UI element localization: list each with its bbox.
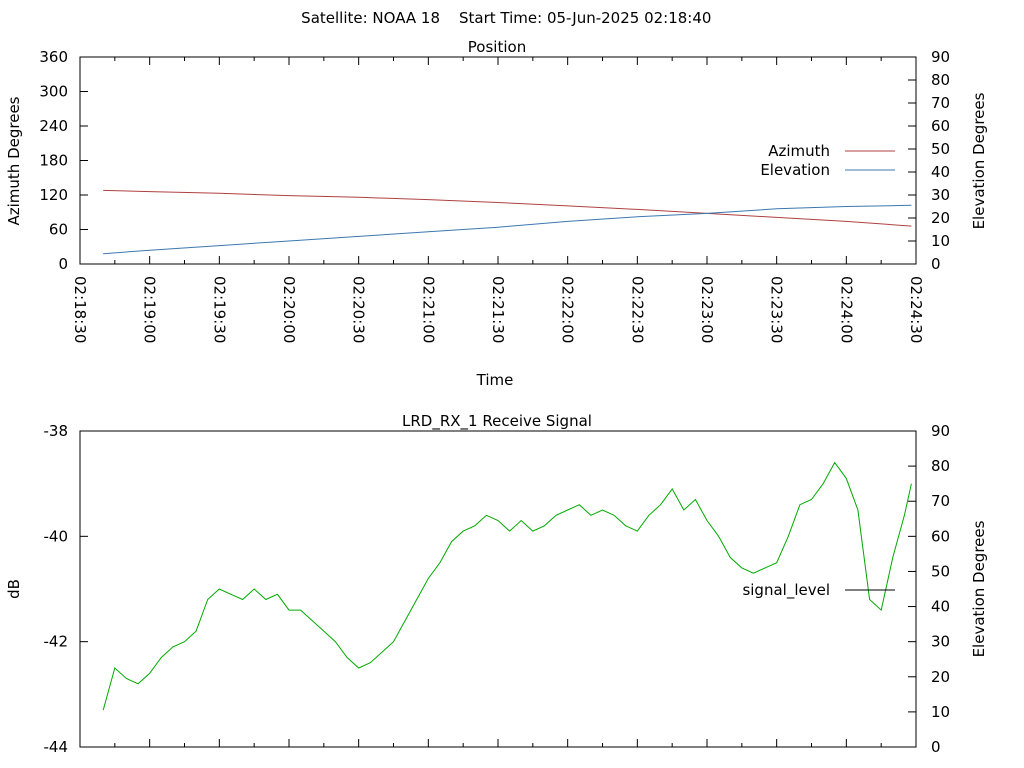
signal-legend: signal_level	[742, 581, 895, 600]
signal-y2-tick-label: 70	[931, 492, 950, 510]
position-x-tick-label: 02:22:30	[628, 276, 646, 343]
position-y-axis-label: Azimuth Degrees	[5, 96, 23, 225]
position-y2-tick-label: 60	[931, 117, 950, 135]
position-y2-tick-label: 40	[931, 163, 950, 181]
signal-chart: LRD_RX_1 Receive Signal -44 -42 -40 -38 0 10 2…	[5, 412, 988, 756]
signal-y2-axis-label: Elevation Degrees	[970, 520, 988, 657]
position-x-tick-label: 02:24:00	[837, 276, 855, 343]
position-y-tick-label: 180	[39, 152, 68, 170]
position-y-tick-label: 0	[58, 255, 68, 273]
signal-y2-tick-label: 80	[931, 457, 950, 475]
position-x-tick-label: 02:18:30	[71, 276, 89, 343]
position-legend: Azimuth Elevation	[760, 142, 895, 179]
signal-y2-tick-label: 50	[931, 562, 950, 580]
satellite-label: Satellite: NOAA 18	[301, 9, 440, 27]
position-x-tick-label: 02:19:30	[210, 276, 228, 343]
signal-y2-tick-label: 60	[931, 527, 950, 545]
signal-axes: -44 -42 -40 -38 0 10 20 30 40 50 60 70 80 90	[44, 422, 951, 756]
position-x-tick-label: 02:23:30	[768, 276, 786, 343]
signal-y2-tick-label: 40	[931, 598, 950, 616]
signal-y2-tick-label: 90	[931, 422, 950, 440]
signal-y-tick-label: -38	[44, 422, 69, 440]
position-series-azimuth-line	[103, 189, 912, 227]
position-y2-tick-label: 70	[931, 94, 950, 112]
position-x-tick-label: 02:24:30	[907, 276, 925, 343]
position-x-tick-label: 02:22:00	[559, 276, 577, 343]
signal-y2-tick-label: 30	[931, 633, 950, 651]
position-y-tick-label: 60	[49, 221, 68, 239]
legend-azimuth-label: Azimuth	[768, 142, 830, 160]
position-x-tick-label: 02:20:30	[350, 276, 368, 343]
signal-y2-tick-label: 20	[931, 668, 950, 686]
position-x-tick-label: 02:21:00	[419, 276, 437, 343]
position-y-tick-label: 120	[39, 186, 68, 204]
start-time-label: Start Time: 05-Jun-2025 02:18:40	[459, 9, 711, 27]
signal-series-signal-level-line	[102, 461, 912, 711]
position-y2-tick-label: 0	[931, 255, 941, 273]
position-chart-title: Position	[468, 38, 526, 56]
position-x-tick-label: 02:21:30	[489, 276, 507, 343]
legend-elevation-label: Elevation	[760, 161, 830, 179]
position-x-axis-label: Time	[476, 371, 514, 389]
position-y2-tick-label: 30	[931, 186, 950, 204]
position-y2-tick-label: 10	[931, 232, 950, 250]
position-y-tick-label: 360	[39, 48, 68, 66]
position-y2-tick-label: 20	[931, 209, 950, 227]
position-axes: 02:18:30 02:19:00 02:19:30 02:20:00 02:20:30…	[39, 48, 950, 343]
signal-y2-tick-label: 0	[931, 738, 941, 756]
position-x-tick-label: 02:20:00	[280, 276, 298, 343]
position-chart: Position 02:18:30 02:19:00 02:19:30 02:20:0…	[5, 38, 988, 389]
signal-chart-title: LRD_RX_1 Receive Signal	[402, 412, 592, 431]
position-series-elevation-line	[103, 204, 912, 255]
signal-y-tick-label: -40	[44, 527, 69, 545]
signal-series	[102, 461, 912, 711]
signal-y-tick-label: -42	[44, 633, 69, 651]
position-series	[103, 189, 912, 255]
position-y2-axis-label: Elevation Degrees	[970, 92, 988, 229]
signal-y-axis-label: dB	[5, 579, 23, 599]
position-y-tick-label: 300	[39, 83, 68, 101]
position-y2-tick-label: 90	[931, 48, 950, 66]
position-y2-tick-label: 50	[931, 140, 950, 158]
legend-signal-label: signal_level	[742, 581, 830, 600]
signal-y2-tick-label: 10	[931, 703, 950, 721]
position-x-tick-label: 02:23:00	[698, 276, 716, 343]
position-y-tick-label: 240	[39, 117, 68, 135]
position-x-tick-label: 02:19:00	[141, 276, 159, 343]
position-y2-tick-label: 80	[931, 71, 950, 89]
signal-y-tick-label: -44	[44, 738, 69, 756]
